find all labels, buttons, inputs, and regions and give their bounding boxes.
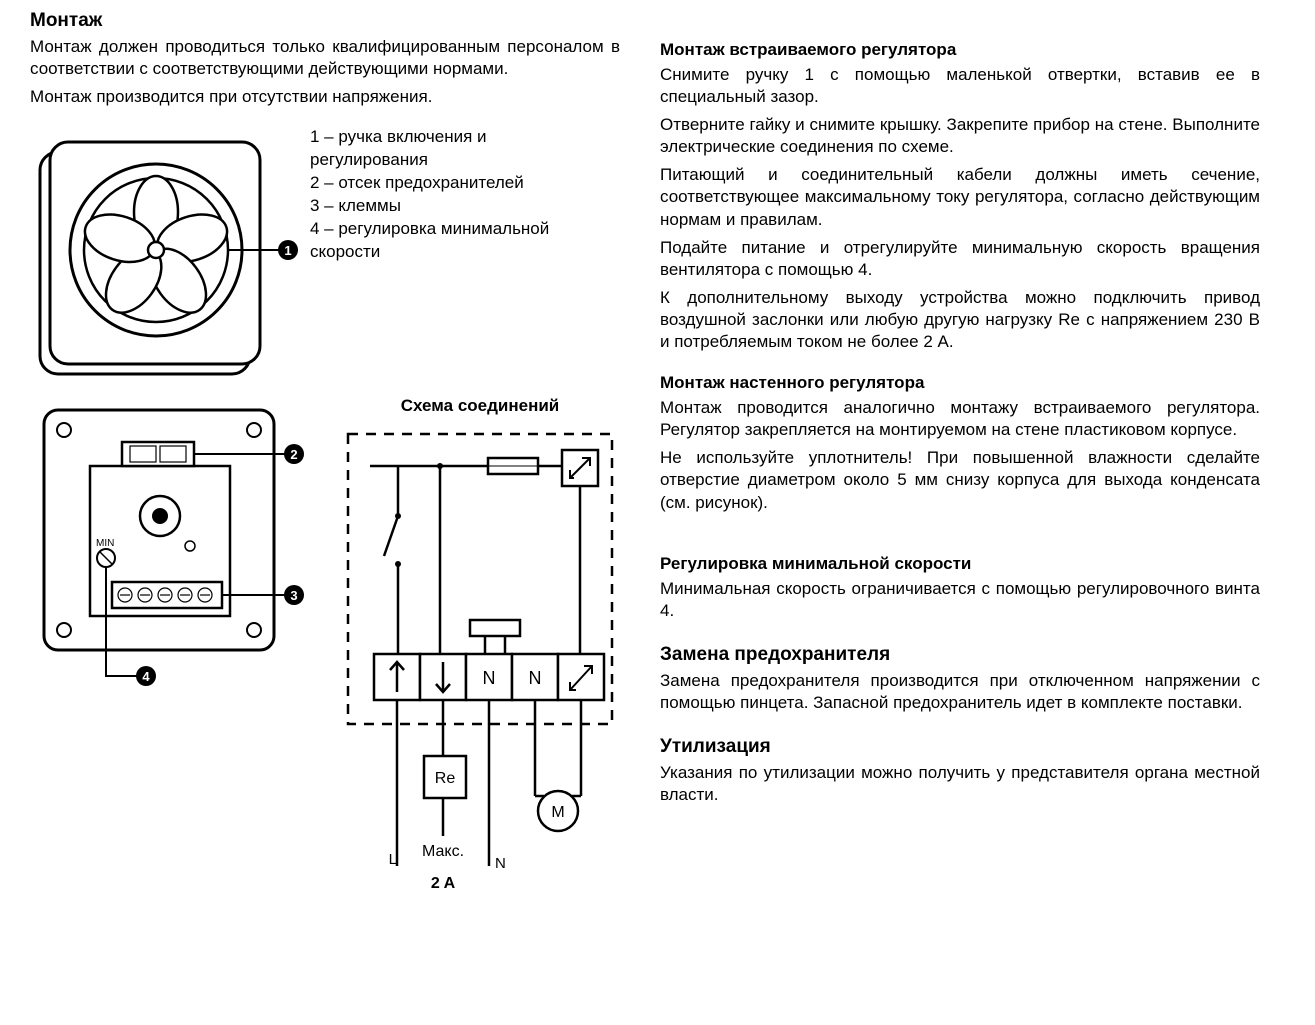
para-b3: Питающий и соединительный кабели должны … [660, 164, 1260, 230]
svg-text:N: N [529, 668, 542, 688]
schematic-title: Схема соединений [330, 396, 630, 416]
svg-text:Макс.: Макс. [422, 843, 464, 860]
figure-internal: MIN 2 3 [30, 396, 310, 896]
heading-wall: Монтаж настенного регулятора [660, 373, 1260, 393]
heading-fuse: Замена предохранителя [660, 644, 1260, 666]
figure-front-housing: 1 [30, 126, 300, 386]
legend-4: 4 – регулировка минимальной [310, 218, 549, 241]
svg-text:N: N [483, 668, 496, 688]
svg-text:1: 1 [284, 243, 291, 258]
para-w2: Не используйте уплотнитель! При повышенн… [660, 447, 1260, 513]
heading-min: Регулировка минимальной скорости [660, 554, 1260, 574]
para-m1: Монтаж должен проводиться только квалифи… [30, 36, 620, 80]
para-disposal: Указания по утилизации можно получить у … [660, 762, 1260, 806]
left-column: Монтаж Монтаж должен проводиться только … [30, 10, 620, 896]
svg-text:4: 4 [142, 669, 150, 684]
legend-2: 2 – отсек предохранителей [310, 172, 549, 195]
legend-4b: скорости [310, 241, 549, 264]
schematic-svg: N N Re M [330, 416, 630, 896]
legend-3: 3 – клеммы [310, 195, 549, 218]
para-b1: Снимите ручку 1 с помощью маленькой отве… [660, 64, 1260, 108]
svg-text:3: 3 [290, 588, 297, 603]
para-b2: Отверните гайку и снимите крышку. Закреп… [660, 114, 1260, 158]
right-column: Монтаж встраиваемого регулятора Снимите … [660, 10, 1260, 896]
para-b5: К дополнительному выходу устройства можн… [660, 287, 1260, 353]
svg-text:M: M [551, 804, 564, 821]
heading-builtin: Монтаж встраиваемого регулятора [660, 40, 1260, 60]
svg-text:2: 2 [290, 447, 297, 462]
para-fuse: Замена предохранителя производится при о… [660, 670, 1260, 714]
heading-montazh: Монтаж [30, 10, 620, 32]
svg-text:MIN: MIN [96, 538, 114, 549]
svg-text:N: N [495, 855, 506, 872]
para-w1: Монтаж проводится аналогично монтажу вст… [660, 397, 1260, 441]
heading-disposal: Утилизация [660, 736, 1260, 758]
svg-text:L: L [389, 851, 397, 868]
para-b4: Подайте питание и отрегулируйте минималь… [660, 237, 1260, 281]
schematic-block: Схема соединений [330, 396, 630, 896]
legend-1: 1 – ручка включения и [310, 126, 549, 149]
para-m2: Монтаж производится при отсутствии напря… [30, 86, 620, 108]
svg-text:Re: Re [435, 770, 456, 787]
para-min: Минимальная скорость ограничивается с по… [660, 578, 1260, 622]
figure-legend: 1 – ручка включения и регулирования 2 – … [310, 126, 549, 386]
legend-1b: регулирования [310, 149, 549, 172]
svg-text:2 A: 2 A [431, 875, 456, 892]
